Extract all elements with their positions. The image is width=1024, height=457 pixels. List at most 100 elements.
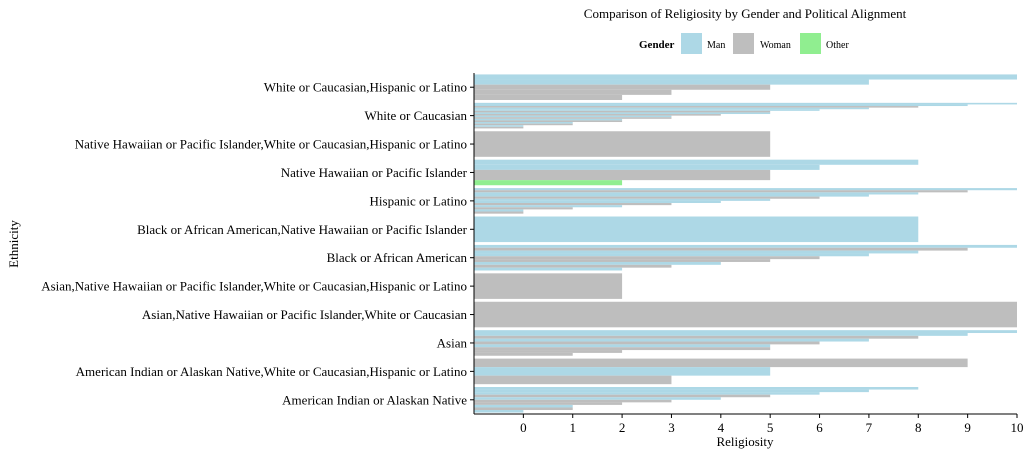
bar (474, 125, 524, 127)
legend-title: Gender (639, 39, 675, 51)
bar (474, 169, 771, 176)
bar (474, 110, 771, 113)
bar (474, 190, 968, 193)
legend-label-woman: Woman (760, 40, 791, 51)
bar (474, 106, 919, 108)
bar (474, 358, 968, 368)
bar (474, 259, 771, 262)
bar (474, 256, 820, 260)
y-tick-label: American Indian or Alaskan Native,White … (76, 364, 467, 379)
bar (474, 335, 919, 339)
bar (474, 117, 672, 119)
bar (474, 375, 672, 385)
legend-label-other: Other (826, 40, 849, 51)
y-tick-label: Asian,Native Hawaiian or Pacific Islande… (41, 279, 467, 294)
bar (474, 267, 623, 271)
bar (474, 115, 672, 118)
bar (474, 347, 771, 351)
x-tick-label: 5 (767, 420, 774, 435)
bar (474, 216, 919, 243)
bar (474, 102, 1017, 105)
bar (474, 79, 869, 85)
x-tick-label: 7 (866, 420, 873, 435)
bar (474, 389, 869, 393)
bar (474, 352, 573, 356)
x-axis-title: Religiosity (716, 434, 774, 449)
bar (474, 264, 672, 268)
bar (474, 74, 1017, 80)
y-tick-label: Black or African American (327, 250, 468, 265)
bar (474, 397, 721, 400)
bar (474, 196, 820, 199)
legend-swatch-man (681, 33, 702, 54)
bar (474, 387, 919, 390)
x-tick-label: 8 (915, 420, 922, 435)
bar (474, 194, 869, 197)
bar (474, 261, 721, 265)
bar (474, 122, 573, 124)
x-tick-label: 6 (816, 420, 823, 435)
bar (474, 205, 623, 208)
legend: Gender Man Woman Other (639, 33, 849, 54)
bar (474, 330, 1017, 334)
bar (474, 341, 820, 345)
x-tick-label: 1 (569, 420, 576, 435)
bar (474, 338, 869, 342)
bar (474, 273, 623, 299)
y-axis-title: Ethnicity (6, 220, 21, 268)
y-tick-label: Native Hawaiian or Pacific Islander,Whit… (75, 137, 467, 152)
bar (474, 253, 869, 257)
x-axis: 0 1 2 3 4 5 6 7 8 9 10 (474, 413, 1024, 435)
bar (474, 198, 771, 201)
bar (474, 247, 968, 251)
y-tick-label: Asian (437, 335, 468, 350)
y-tick-label: White or Caucasian (364, 108, 467, 123)
x-tick-label: 4 (718, 420, 725, 435)
bar (474, 180, 623, 186)
bar (474, 107, 869, 110)
bar (474, 104, 968, 107)
legend-label-man: Man (707, 40, 725, 51)
y-tick-label: Asian,Native Hawaiian or Pacific Islande… (142, 307, 468, 322)
bar (474, 209, 524, 212)
x-tick-label: 9 (964, 420, 971, 435)
bar (474, 207, 573, 210)
bar (474, 392, 820, 395)
y-tick-labels: White or Caucasian,Hispanic or Latino Whi… (41, 80, 467, 408)
bar (474, 250, 919, 254)
bar (474, 84, 771, 90)
x-tick-label: 0 (520, 420, 527, 435)
bar (474, 407, 573, 411)
bar (474, 410, 524, 413)
y-tick-label: Hispanic or Latino (370, 193, 467, 208)
x-tick-label: 2 (619, 420, 626, 435)
bar (474, 350, 623, 353)
bar (474, 175, 771, 181)
bar (474, 131, 771, 157)
x-tick-label: 3 (668, 420, 675, 435)
legend-swatch-woman (733, 33, 754, 54)
bar (474, 192, 919, 195)
bar (474, 333, 968, 336)
bar (474, 159, 919, 165)
bar (474, 164, 820, 170)
bar (474, 123, 573, 126)
bar (474, 301, 1017, 328)
legend-swatch-other (800, 33, 821, 54)
y-tick-marks (470, 86, 474, 401)
bar (474, 94, 623, 100)
y-tick-label: American Indian or Alaskan Native (282, 392, 467, 407)
y-tick-label: Native Hawaiian or Pacific Islander (281, 165, 468, 180)
bar (474, 402, 623, 405)
bar (474, 404, 573, 408)
bar (474, 89, 672, 95)
bar (474, 367, 771, 376)
bar (474, 244, 1017, 248)
bar (474, 200, 721, 204)
bar (474, 344, 771, 348)
bar (474, 114, 721, 116)
x-tick-label: 10 (1011, 420, 1024, 435)
bar (474, 399, 672, 403)
bar (474, 126, 524, 129)
